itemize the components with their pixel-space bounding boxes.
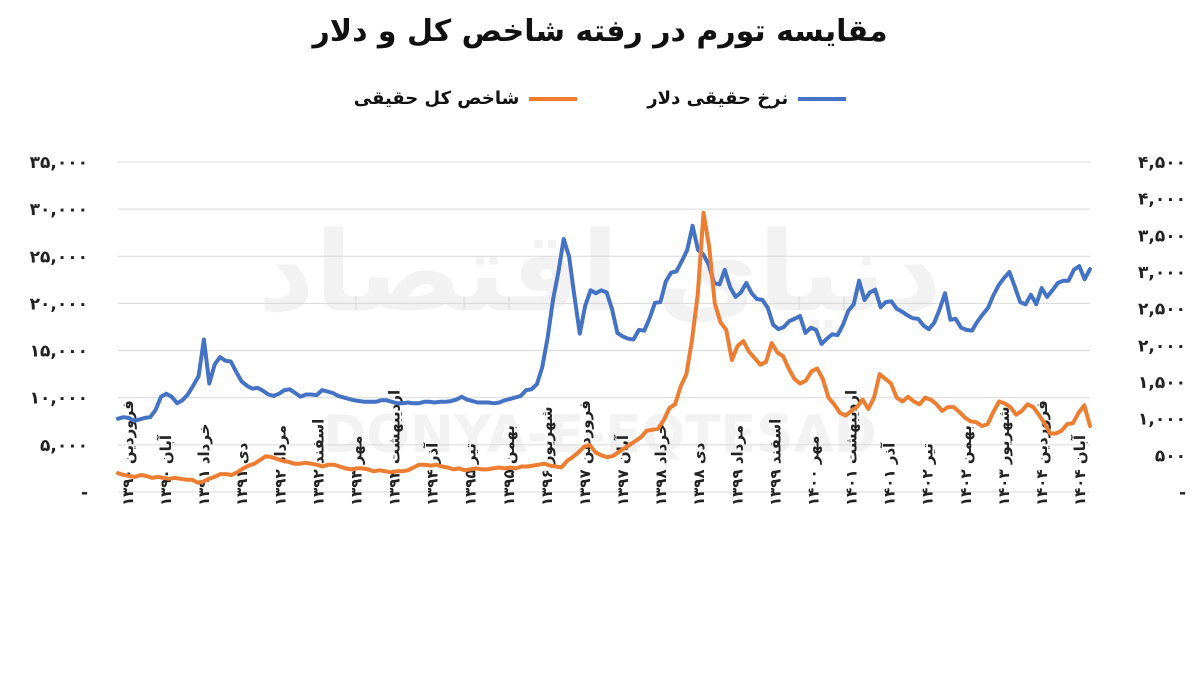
x-tick-label: تیر ۱۴۰۲ bbox=[919, 443, 937, 506]
x-tick-label: آبان ۱۳۹۰ bbox=[157, 434, 175, 506]
left-tick-label: ۳۵,۰۰۰ bbox=[30, 153, 88, 173]
legend: نرخ حقیقی دلار شاخص کل حقیقی bbox=[0, 88, 1200, 109]
x-tick-label: اردیبهشت ۱۳۹۴ bbox=[386, 390, 404, 506]
right-tick-label: ۳,۰۰۰ bbox=[1138, 263, 1186, 283]
left-tick-label: ۲۵,۰۰۰ bbox=[30, 247, 88, 267]
left-tick-label: - bbox=[81, 483, 88, 503]
x-tick-label: دی ۱۳۹۱ bbox=[233, 442, 251, 506]
right-tick-label: ۱,۵۰۰ bbox=[1138, 373, 1186, 393]
x-tick-label: آذر ۱۳۹۴ bbox=[424, 442, 442, 506]
x-tick-label: اردیبهشت ۱۴۰۱ bbox=[843, 390, 861, 506]
right-tick-label: ۵۰۰ bbox=[1155, 446, 1186, 466]
left-tick-label: ۳۰,۰۰۰ bbox=[30, 200, 88, 220]
x-tick-label: خرداد ۱۳۹۸ bbox=[652, 423, 670, 506]
legend-swatch-dollar bbox=[798, 96, 847, 101]
right-tick-label: ۱,۰۰۰ bbox=[1138, 410, 1186, 430]
right-tick-label: ۳,۵۰۰ bbox=[1138, 226, 1186, 246]
right-tick-label: ۲,۰۰۰ bbox=[1138, 336, 1186, 356]
series-lines bbox=[116, 210, 1092, 485]
x-tick-label: مهر ۱۴۰۰ bbox=[804, 436, 822, 506]
x-tick-label: فروردین ۱۳۹۷ bbox=[576, 400, 594, 506]
right-tick-label: ۴,۰۰۰ bbox=[1138, 190, 1186, 210]
left-tick-label: ۵,۰۰۰ bbox=[40, 436, 88, 456]
x-axis: فروردین ۱۳۹۰ آبان ۱۳۹۰ خرداد ۱۳۹۱ دی ۱۳۹۱ مر… bbox=[119, 390, 1089, 506]
series-line-dollar bbox=[116, 223, 1092, 423]
legend-label-dollar: نرخ حقیقی دلار bbox=[647, 88, 789, 109]
right-axis: - ۵۰۰ ۱,۰۰۰ ۱,۵۰۰ ۲,۰۰۰ ۲,۵۰۰ ۳,۰۰۰ ۳,۵۰۰ ۴,۰۰۰ ۴… bbox=[1138, 153, 1186, 503]
left-tick-label: ۱۰,۰۰۰ bbox=[30, 389, 88, 409]
left-tick-label: ۱۵,۰۰۰ bbox=[30, 342, 88, 362]
right-tick-label: - bbox=[1179, 483, 1186, 503]
x-tick-label: شهریور ۱۴۰۳ bbox=[995, 406, 1013, 506]
x-tick-label: دی ۱۳۹۸ bbox=[690, 442, 708, 506]
x-tick-label: بهمن ۱۳۹۵ bbox=[500, 425, 518, 506]
x-tick-label: خرداد ۱۳۹۱ bbox=[195, 423, 213, 506]
x-tick-label: مرداد ۱۳۹۲ bbox=[271, 425, 289, 506]
x-tick-label: فروردین ۱۳۹۰ bbox=[119, 400, 137, 506]
x-tick-label: آذر ۱۴۰۱ bbox=[881, 442, 899, 506]
right-tick-label: ۲,۵۰۰ bbox=[1138, 300, 1186, 320]
chart-title: مقایسه تورم در رفته شاخص کل و دلار bbox=[312, 14, 888, 49]
x-tick-label: بهمن ۱۴۰۲ bbox=[957, 425, 975, 506]
x-tick-label: اسفند ۱۳۹۹ bbox=[766, 419, 784, 506]
x-tick-label: مرداد ۱۳۹۹ bbox=[728, 425, 746, 506]
right-tick-label: ۴,۵۰۰ bbox=[1138, 153, 1186, 173]
watermark-fa: دنیای اقتصاد bbox=[258, 208, 942, 336]
legend-swatch-index bbox=[529, 96, 578, 101]
x-tick-label: شهریور ۱۳۹۶ bbox=[538, 406, 556, 506]
left-tick-label: ۲۰,۰۰۰ bbox=[30, 294, 88, 314]
x-tick-label: اسفند ۱۳۹۲ bbox=[309, 419, 327, 506]
x-tick-label: مهر ۱۳۹۳ bbox=[347, 436, 365, 506]
x-tick-label: تیر ۱۳۹۵ bbox=[462, 443, 480, 506]
series-line-index bbox=[116, 210, 1092, 485]
legend-item-dollar: نرخ حقیقی دلار bbox=[647, 88, 847, 109]
legend-label-index: شاخص کل حقیقی bbox=[353, 88, 520, 109]
left-axis: - ۵,۰۰۰ ۱۰,۰۰۰ ۱۵,۰۰۰ ۲۰,۰۰۰ ۲۵,۰۰۰ ۳۰,۰۰۰ ۳۵,۰… bbox=[30, 153, 88, 503]
x-tick-label: آبان ۱۴۰۴ bbox=[1071, 434, 1089, 506]
legend-item-index: شاخص کل حقیقی bbox=[354, 88, 578, 109]
